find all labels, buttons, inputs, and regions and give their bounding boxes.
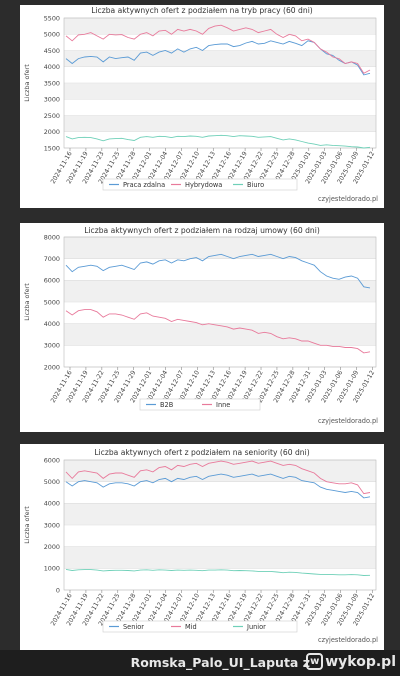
legend-label: Mid xyxy=(185,623,197,631)
grid-band xyxy=(64,546,376,569)
y-tick-label: 4000 xyxy=(44,320,60,328)
legend-label: Senior xyxy=(123,623,144,631)
footer-author[interactable]: Romska_Palo_UI_Laputa z xyxy=(130,655,310,670)
plot-frame xyxy=(63,17,377,149)
y-tick-label: 2500 xyxy=(44,112,60,120)
series-line-inne xyxy=(65,309,371,354)
grid-band xyxy=(64,115,376,132)
legend-box xyxy=(102,178,298,191)
y-axis-label: Liczba ofert xyxy=(23,64,31,102)
y-tick-label: 3000 xyxy=(44,96,60,104)
y-tick-label: 4000 xyxy=(44,500,60,508)
chart-seniority: Liczba aktywnych ofert z podziałem na se… xyxy=(23,448,378,644)
y-tick-label: 6000 xyxy=(44,277,60,285)
plot-frame xyxy=(63,236,377,368)
y-tick-label: 1000 xyxy=(44,565,60,573)
y-tick-label: 4500 xyxy=(44,47,60,55)
y-tick-label: 8000 xyxy=(44,233,60,241)
grid-band xyxy=(64,460,376,482)
footer-bar: Romska_Palo_UI_Laputa z w wykop.pl xyxy=(0,650,400,676)
legend-label: Praca zdalna xyxy=(123,181,165,189)
watermark: czyjesteldorado.pl xyxy=(318,195,378,203)
watermark: czyjesteldorado.pl xyxy=(318,636,378,644)
chart-title: Liczba aktywnych ofert z podziałem na tr… xyxy=(91,6,313,15)
grid-band xyxy=(64,83,376,100)
y-tick-label: 6000 xyxy=(44,456,60,464)
grid-band xyxy=(64,503,376,525)
series-line-biuro xyxy=(65,134,371,149)
chart-card-seniority: Liczba aktywnych ofert z podziałem na se… xyxy=(20,444,384,650)
plot-frame xyxy=(63,459,377,591)
wykop-logo-icon: w xyxy=(306,653,324,670)
chart-title: Liczba aktywnych ofert z podziałem na se… xyxy=(94,448,309,457)
legend-box xyxy=(102,620,298,633)
legend-box xyxy=(139,398,261,411)
legend-label: Hybrydowa xyxy=(185,181,222,189)
series-line-junior xyxy=(65,568,371,576)
grid-band xyxy=(64,280,376,302)
series-line-mid xyxy=(65,460,371,495)
chart-card-work-mode: Liczba aktywnych ofert z podziałem na tr… xyxy=(20,5,384,208)
chart-title: Liczba aktywnych ofert z podziałem na ro… xyxy=(84,226,320,235)
wykop-logo[interactable]: w wykop.pl xyxy=(306,653,396,670)
y-axis-label: Liczba ofert xyxy=(23,506,31,544)
y-tick-label: 7000 xyxy=(44,255,60,263)
legend: Praca zdalna Hybrydowa Biuro xyxy=(102,178,298,191)
chart-contract-type: Liczba aktywnych ofert z podziałem na ro… xyxy=(23,226,378,425)
y-tick-label: 2000 xyxy=(44,543,60,551)
y-tick-label: 2000 xyxy=(44,128,60,136)
y-tick-label: 5000 xyxy=(44,31,60,39)
legend-label: B2B xyxy=(160,401,174,409)
chart-work-mode: Liczba aktywnych ofert z podziałem na tr… xyxy=(23,6,378,203)
series-line-hybrydowa xyxy=(65,24,371,74)
legend-label: Junior xyxy=(246,623,266,631)
y-tick-label: 5000 xyxy=(44,478,60,486)
y-tick-label: 3500 xyxy=(44,79,60,87)
legend: B2B Inne xyxy=(139,398,261,411)
y-tick-label: 3000 xyxy=(44,342,60,350)
y-axis-label: Liczba ofert xyxy=(23,283,31,321)
y-tick-label: 0 xyxy=(56,586,60,594)
y-tick-label: 5500 xyxy=(44,14,60,22)
series-line-b2b xyxy=(65,253,371,289)
y-tick-label: 3000 xyxy=(44,521,60,529)
watermark: czyjesteldorado.pl xyxy=(318,417,378,425)
y-tick-label: 2000 xyxy=(44,363,60,371)
series-line-senior xyxy=(65,473,371,499)
wykop-logo-text: wykop.pl xyxy=(325,653,396,670)
legend: Senior Mid Junior xyxy=(102,620,298,633)
y-tick-label: 4000 xyxy=(44,63,60,71)
grid-band xyxy=(64,18,376,35)
legend-label: Biuro xyxy=(247,181,264,189)
y-tick-label: 1500 xyxy=(44,144,60,152)
chart-card-contract-type: Liczba aktywnych ofert z podziałem na ro… xyxy=(20,223,384,432)
legend-label: Inne xyxy=(216,401,230,409)
grid-band xyxy=(64,50,376,67)
grid-band xyxy=(64,237,376,259)
grid-band xyxy=(64,323,376,346)
y-tick-label: 5000 xyxy=(44,298,60,306)
